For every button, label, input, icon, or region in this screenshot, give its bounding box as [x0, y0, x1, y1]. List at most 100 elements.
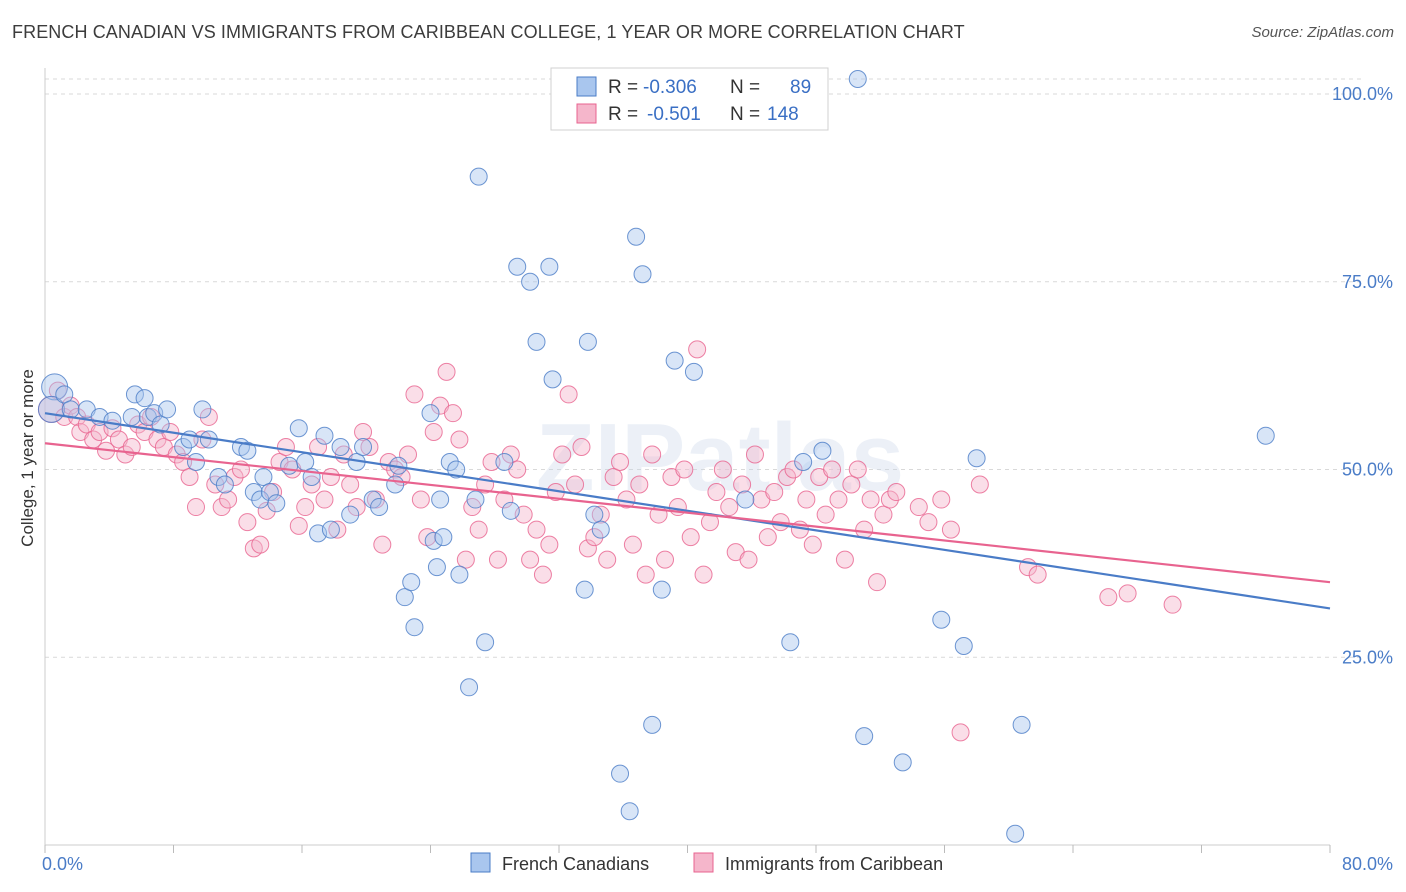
data-point: [861, 490, 880, 509]
data-point: [720, 498, 739, 517]
data-point: [919, 513, 938, 532]
bottom-legend-label-pink: Immigrants from Caribbean: [725, 854, 943, 874]
data-point: [887, 483, 906, 502]
data-point: [739, 550, 758, 569]
data-point: [219, 490, 238, 509]
data-point: [122, 407, 141, 426]
data-point: [331, 437, 350, 456]
data-point: [585, 505, 604, 524]
data-point: [421, 404, 440, 423]
data-point: [321, 520, 340, 539]
data-point: [225, 468, 244, 487]
data-point: [1012, 715, 1031, 734]
data-point: [174, 437, 193, 456]
data-point: [296, 498, 315, 517]
data-point: [665, 351, 684, 370]
data-point: [238, 441, 257, 460]
data-point: [527, 332, 546, 351]
data-point: [296, 453, 315, 471]
data-point: [1028, 565, 1047, 584]
data-point: [186, 498, 205, 517]
data-point: [476, 633, 495, 652]
data-point: [543, 370, 562, 389]
data-point: [257, 501, 276, 520]
data-point: [745, 445, 764, 464]
data-point: [244, 483, 263, 502]
data-point: [813, 441, 832, 460]
data-point: [540, 257, 559, 276]
data-point: [932, 610, 951, 629]
data-point: [354, 422, 373, 441]
data-point: [116, 445, 135, 464]
data-point: [402, 573, 421, 592]
data-point: [405, 618, 424, 637]
data-point: [495, 453, 514, 471]
data-point: [578, 539, 597, 558]
data-point: [893, 753, 912, 772]
data-point: [713, 460, 732, 479]
data-point: [643, 445, 662, 464]
data-point: [280, 456, 299, 475]
y-tick-labels: 25.0% 50.0% 75.0% 100.0%: [1332, 84, 1393, 667]
data-point: [954, 636, 973, 655]
data-point: [254, 468, 273, 487]
legend-r-value-blue: -0.306: [643, 77, 697, 98]
data-point: [103, 411, 122, 430]
data-point: [633, 265, 652, 284]
chart-title: FRENCH CANADIAN VS IMMIGRANTS FROM CARIB…: [12, 22, 965, 42]
data-point: [411, 490, 430, 509]
data-point: [797, 490, 816, 509]
data-point: [816, 505, 835, 524]
data-point: [694, 565, 713, 584]
data-point: [354, 437, 373, 456]
data-point: [125, 385, 144, 404]
data-point: [611, 453, 630, 471]
data-point: [267, 494, 286, 513]
y-tick-label: 100.0%: [1332, 84, 1393, 104]
data-point: [386, 475, 405, 494]
data-point: [951, 723, 970, 742]
data-point: [469, 520, 488, 539]
data-point: [585, 528, 604, 547]
data-point: [559, 385, 578, 404]
x-tick-label: 80.0%: [1342, 854, 1393, 874]
data-point: [842, 475, 861, 494]
data-point: [360, 437, 379, 456]
data-point: [684, 362, 703, 381]
data-point: [521, 272, 540, 291]
data-point: [466, 490, 485, 509]
data-point: [636, 565, 655, 584]
data-point: [55, 385, 74, 404]
data-point: [784, 460, 803, 479]
y-tick-label: 25.0%: [1342, 647, 1393, 667]
data-point: [848, 70, 867, 88]
bottom-legend-label-blue: French Canadians: [502, 854, 649, 874]
data-point: [215, 475, 234, 494]
data-point: [424, 422, 443, 441]
data-point: [405, 385, 424, 404]
data-point: [135, 389, 154, 408]
bottom-legend-pink-swatch: [693, 852, 714, 873]
y-tick-label: 75.0%: [1342, 272, 1393, 292]
data-point: [209, 468, 228, 487]
chart-source: Source: ZipAtlas.com: [1251, 24, 1394, 41]
data-point: [566, 475, 585, 494]
legend-r-label: R =: [608, 77, 638, 98]
stats-legend: R = -0.306 N = 89 R = -0.501 N = 148: [550, 67, 829, 131]
data-point: [424, 531, 443, 550]
data-point: [781, 633, 800, 652]
data-point: [656, 550, 675, 569]
data-point: [199, 407, 218, 426]
data-point: [823, 460, 842, 479]
data-point: [675, 460, 694, 479]
data-point: [591, 505, 610, 524]
data-point: [794, 453, 813, 471]
data-point: [1163, 595, 1182, 614]
data-point: [251, 535, 270, 554]
data-point: [276, 437, 295, 456]
data-point: [158, 400, 177, 419]
data-point: [341, 505, 360, 524]
data-point: [572, 437, 591, 456]
data-point: [289, 419, 308, 438]
legend-pink-swatch: [576, 103, 597, 124]
